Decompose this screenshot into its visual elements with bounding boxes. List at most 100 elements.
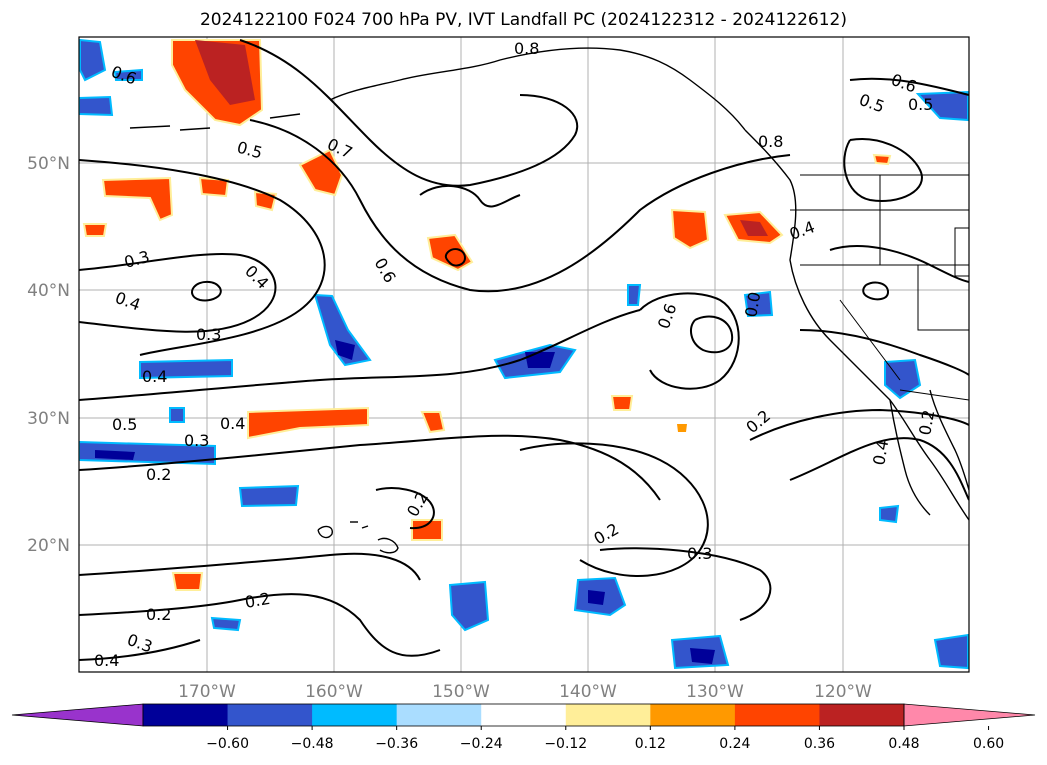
borders (790, 174, 969, 401)
contour-line (519, 442, 709, 577)
contour-label: 0.0 (741, 290, 764, 318)
colorbar-segment (819, 704, 905, 726)
contour-line (599, 547, 772, 621)
border-state-box (954, 227, 969, 277)
coastlines (129, 47, 969, 554)
fill-patch-red (670, 208, 710, 250)
contour-label: 0.2 (915, 408, 938, 436)
contour-line (419, 184, 521, 208)
coastline-island (361, 525, 369, 529)
lon-label-150: 150°W (432, 682, 490, 702)
border-states (917, 265, 969, 331)
map-frame (78, 36, 970, 673)
lon-labels: 170°W 160°W 150°W 140°W 130°W 120°W (178, 682, 872, 702)
contour-label: 0.8 (758, 132, 783, 151)
fill-patch-blue (879, 504, 900, 524)
lat-label-30: 30°N (27, 409, 70, 429)
contour-line (79, 552, 421, 581)
contour-label: 0.5 (112, 415, 137, 434)
contour-label: 0.3 (687, 544, 712, 563)
colorbar-tick-label: 0.48 (888, 736, 919, 752)
colorbar-segment (227, 704, 313, 726)
lat-label-40: 40°N (27, 281, 70, 301)
contour-label: 0.3 (184, 431, 209, 450)
contour-line (375, 487, 435, 530)
fill-patch-blue (933, 633, 969, 670)
fill-patch-red (171, 572, 204, 591)
contour-line (749, 408, 969, 441)
fill-patch-blue (313, 293, 372, 367)
fill-patch-red (247, 406, 369, 440)
pv-anomaly-fills (79, 38, 969, 670)
colorbar-tick-label: −0.36 (375, 736, 418, 752)
contour-line (444, 248, 467, 267)
fill-patch-red (610, 395, 634, 411)
contour-label: 0.8 (514, 39, 539, 58)
coastline-island (179, 127, 211, 131)
lat-label-20: 20°N (27, 536, 70, 556)
coastline-alaska (329, 47, 746, 131)
lon-label-170: 170°W (178, 682, 236, 702)
lon-label-130: 130°W (686, 682, 744, 702)
gridlines (79, 37, 969, 672)
fill-patch-red (101, 176, 174, 222)
lon-label-120: 120°W (814, 682, 872, 702)
fill-patch-blue (139, 358, 233, 380)
coastline-island (129, 125, 171, 129)
contour-line (79, 593, 441, 657)
map-title: 2024122100 F024 700 hPa PV, IVT Landfall… (199, 10, 847, 30)
fill-patch-red (426, 233, 474, 272)
fill-patch-darkred (195, 40, 255, 105)
contour-line (249, 119, 791, 293)
contour-label: 0.5 (908, 95, 933, 114)
colorbar-tick-label: −0.24 (460, 736, 503, 752)
contour-label: 0.2 (243, 589, 271, 612)
contour-label: 0.3 (196, 325, 221, 344)
contour-line (843, 138, 923, 202)
contour-line (639, 292, 740, 390)
coastline-island (269, 113, 301, 119)
fill-patch-darkred (740, 220, 768, 236)
fill-patch-blue (915, 90, 969, 122)
fill-patch-darkblue (588, 590, 605, 605)
colorbar-outline (142, 703, 905, 727)
contour-line (690, 315, 734, 354)
fill-patch-blue (79, 95, 114, 117)
fill-patch-red (872, 153, 892, 166)
fill-patch-darkblue (335, 340, 355, 360)
colorbar-tick-label: 0.60 (973, 736, 1004, 752)
fill-patch-orange (677, 424, 687, 432)
contour-line (191, 280, 222, 302)
fill-patch-blue (448, 580, 490, 632)
fill-patch-darkblue (690, 648, 715, 664)
colorbar-tick-label: 0.12 (635, 736, 666, 752)
colorbar-segment (565, 704, 651, 726)
pv-contours (79, 39, 969, 661)
fill-patch-blue (169, 407, 185, 423)
colorbar-tick-label: 0.24 (719, 736, 750, 752)
coastline-island (317, 525, 333, 539)
contour-line (79, 309, 641, 401)
border-mexico (899, 389, 969, 401)
colorbar-segment (312, 704, 398, 726)
colorbar-extend-high (903, 703, 1036, 727)
fill-patch-blue (79, 38, 107, 82)
contour-line (849, 77, 969, 96)
colorbar-tick-label: −0.12 (544, 736, 587, 752)
contour-line (799, 329, 969, 376)
contour-label: 0.4 (220, 414, 245, 433)
contour-label: 0.2 (146, 605, 171, 624)
lat-labels: 50°N 40°N 30°N 20°N (27, 154, 70, 556)
lon-label-160: 160°W (305, 682, 363, 702)
contour-line (79, 639, 201, 661)
border-states (839, 299, 901, 381)
colorbar-segment (734, 704, 820, 726)
fill-patch-blue (113, 68, 143, 81)
fill-patch-red (82, 223, 108, 237)
contour-line (829, 244, 969, 283)
colorbar-segment (481, 704, 567, 726)
coastline-island (377, 537, 399, 554)
colorbar-tick-label: −0.48 (291, 736, 334, 752)
coastline-baja (889, 399, 931, 516)
